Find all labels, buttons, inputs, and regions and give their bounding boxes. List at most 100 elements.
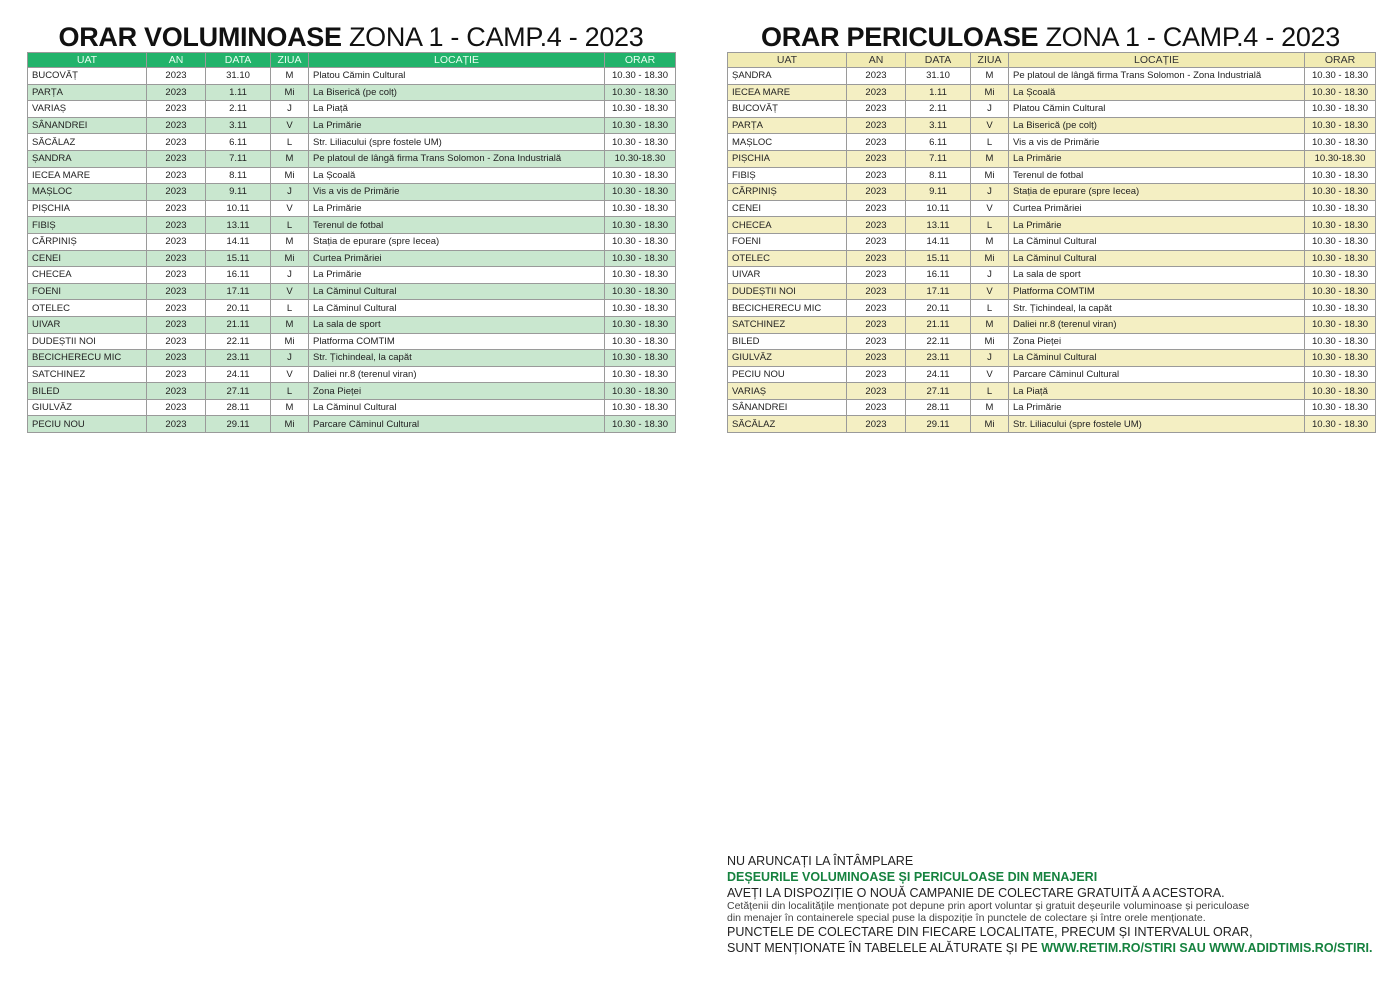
cell: 10.30 - 18.30 [604,415,676,434]
cell: Pe platoul de lângă firma Trans Solomon … [1008,67,1305,85]
header-cell: ZIUA [970,52,1009,68]
cell: 29.11 [205,415,271,434]
title-bold: ORAR PERICULOASE [761,22,1039,52]
header-cell: LOCAȚIE [1008,52,1305,68]
cell: La Primărie [308,266,605,284]
cell: BILED [27,382,147,400]
row: DUDEȘTII NOI 2023 22.11 Mi Platforma COMTIM 1… [27,332,676,351]
footer-line: AVEȚI LA DISPOZIȚIE O NOUĂ CAMPANIE DE C… [727,886,1225,900]
cell: Terenul de fotbal [308,216,605,234]
cell: Terenul de fotbal [1008,166,1305,185]
cell: 10.30 - 18.30 [1304,299,1376,317]
cell: SĂCĂLAZ [727,415,847,434]
header-cell: ORAR [1304,52,1376,68]
cell: SÂNANDREI [727,398,847,417]
header-cell: UAT [727,52,847,68]
cell: FOENI [727,232,847,251]
row: UIVAR 2023 16.11 J La sala de sport 10.30 - 1… [727,266,1376,284]
row: UIVAR 2023 21.11 M La sala de sport 10.30 - 1… [27,315,676,334]
cell: 2023 [146,116,206,135]
cell: 10.30 - 18.30 [604,67,676,85]
cell: 10.30 - 18.30 [604,398,676,417]
cell: OTELEC [27,299,147,317]
cell: MAȘLOC [27,183,147,201]
cell: 2023 [846,315,906,334]
cell: J [270,349,309,367]
cell: M [970,232,1009,251]
row: BILED 2023 22.11 Mi Zona Pieței 10.30 - 18.30 [727,332,1376,351]
cell: 14.11 [905,232,971,251]
cell: 16.11 [905,266,971,284]
cell: 10.30 - 18.30 [1304,349,1376,367]
cell: Curtea Primăriei [1008,199,1305,218]
row: SATCHINEZ 2023 21.11 M Daliei nr.8 (terenul … [727,315,1376,334]
cell: La Biserică (pe colț) [1008,116,1305,135]
cell: J [270,183,309,201]
cell: Stația de epurare (spre Iecea) [1008,183,1305,201]
cell: 23.11 [205,349,271,367]
cell: 10.30 - 18.30 [604,249,676,268]
cell: La Căminul Cultural [1008,349,1305,367]
cell: 2023 [146,415,206,434]
cell: 2023 [146,216,206,234]
footer-line: PUNCTELE DE COLECTARE DIN FIECARE LOCALI… [727,925,1253,939]
cell: CĂRPINIȘ [27,232,147,251]
cell: 16.11 [205,266,271,284]
cell: Vis a vis de Primărie [308,183,605,201]
cell: PECIU NOU [27,415,147,434]
title-rest: ZONA 1 - CAMP.4 - 2023 [1045,22,1340,52]
cell: 2023 [846,216,906,234]
cell: 2023 [146,349,206,367]
cell: L [970,216,1009,234]
header-cell: ORAR [604,52,676,68]
cell: 10.30 - 18.30 [604,365,676,384]
cell: 10.30 - 18.30 [1304,266,1376,284]
row: CENEI 2023 10.11 V Curtea Primăriei 10.30 - 1… [727,199,1376,218]
cell: La Biserică (pe colț) [308,83,605,102]
cell: VARIAȘ [27,100,147,118]
cell: Zona Pieței [1008,332,1305,351]
cell: 3.11 [205,116,271,135]
cell: 10.30 - 18.30 [604,83,676,102]
cell: 7.11 [905,149,971,168]
cell: Str. Țichindeal, la capăt [1008,299,1305,317]
cell: 2023 [146,315,206,334]
row: BUCOVĂȚ 2023 2.11 J Platou Cămin Cultural 10.… [727,100,1376,118]
cell: 31.10 [205,67,271,85]
cell: IECEA MARE [27,166,147,185]
footer-line: DEȘEURILE VOLUMINOASE ȘI PERICULOASE DIN… [727,870,1098,884]
cell: GIULVĂZ [727,349,847,367]
cell: Mi [270,332,309,351]
cell: 24.11 [905,365,971,384]
cell: 8.11 [905,166,971,185]
cell: 2023 [146,266,206,284]
cell: 2023 [146,332,206,351]
cell: Mi [270,249,309,268]
cell: Platou Cămin Cultural [1008,100,1305,118]
cell: 10.30-18.30 [604,149,676,168]
cell: La Căminul Cultural [308,282,605,301]
cell: PARȚA [27,83,147,102]
cell: ȘANDRA [727,67,847,85]
cell: La Primărie [308,199,605,218]
cell: L [270,133,309,151]
cell: Str. Țichindeal, la capăt [308,349,605,367]
row: CENEI 2023 15.11 Mi Curtea Primăriei 10.30 - … [27,249,676,268]
cell: 2023 [846,249,906,268]
cell: 14.11 [205,232,271,251]
cell: La Căminul Cultural [1008,249,1305,268]
cell: BECICHERECU MIC [727,299,847,317]
cell: 2023 [846,133,906,151]
cell: M [970,398,1009,417]
cell: La Primărie [1008,216,1305,234]
footer-line: NU ARUNCAȚI LA ÎNTÂMPLARE [727,854,914,868]
cell: Daliei nr.8 (terenul viran) [1008,315,1305,334]
cell: V [970,199,1009,218]
cell: 10.30 - 18.30 [1304,83,1376,102]
cell: 2023 [846,365,906,384]
footer: NU ARUNCAȚI LA ÎNTÂMPLARE DEȘEURILE VOLU… [727,853,1387,956]
cell: 3.11 [905,116,971,135]
cell: 9.11 [205,183,271,201]
title-rest: ZONA 1 - CAMP.4 - 2023 [348,22,644,52]
